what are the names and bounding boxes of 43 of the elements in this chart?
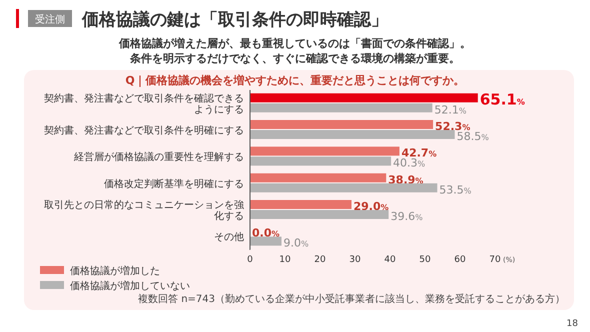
x-tick-label: 60 [454,255,466,265]
data-label: 52.1% [434,103,467,116]
x-tick-label: 0 [247,255,254,265]
text: 18 [566,319,578,329]
text: Q｜価格協議の機会を増やすために、重要だと思うことは何ですか。 [125,74,465,87]
y-tick-label: 契約書、発注書などで取引条件を確認できるようにする [44,92,244,116]
x-tick-label: 10 [279,255,291,265]
data-label: 0.0% [252,226,280,240]
data-label: 29.0% [354,200,389,213]
bar [250,236,282,246]
text: 受注側 [35,14,65,26]
x-tick-label: 50 [419,255,431,265]
data-label: 65.1% [480,90,525,108]
y-tick-label: 価格改定判断基準を明確にする [104,178,244,190]
data-label: 53.5% [439,183,472,196]
y-tick-label: 取引先との日常的なコミュニケーションを強化する [44,199,244,222]
legend-label: 価格協議が増加した [70,265,160,277]
legend-label: 価格協議が増加していない [70,280,190,292]
bar [250,130,455,139]
bar [250,120,434,129]
bar [250,183,438,192]
y-tick-label: 経営層が価格協議の重要性を理解する [73,151,244,164]
data-label: 58.5% [456,130,490,143]
bar [250,210,389,219]
data-label: 38.9% [388,173,424,186]
x-tick-label: 70 [489,255,501,265]
y-tick-label: 契約書、発注書などで取引条件を明確にする [44,124,244,136]
chart-subtitle: 価格協議が増えた層が、最も重視しているのは「書面での条件確認」。条件を明示するだけでなく、すぐに確認できる環境の構築が重要。 [118,37,471,65]
data-label: 9.0% [284,236,309,250]
bar [250,173,386,182]
data-label: 39.6% [390,210,424,223]
y-tick-label: その他 [214,231,244,244]
bar [250,103,432,112]
x-tick-label: 30 [349,255,361,265]
chart-title: 価格協議の鍵は「取引条件の即時確認」 [81,10,388,30]
x-tick-label: 20 [314,255,326,265]
x-tick-label: 40 [384,255,396,265]
text: 複数回答 n=743（勤めている企業が中小受託事業者に該当し、業務を受託することがある方） [138,293,565,305]
bar [250,156,392,166]
bar [250,200,352,209]
data-label: 52.3% [435,120,470,133]
bar [250,93,478,102]
bar [250,146,400,156]
